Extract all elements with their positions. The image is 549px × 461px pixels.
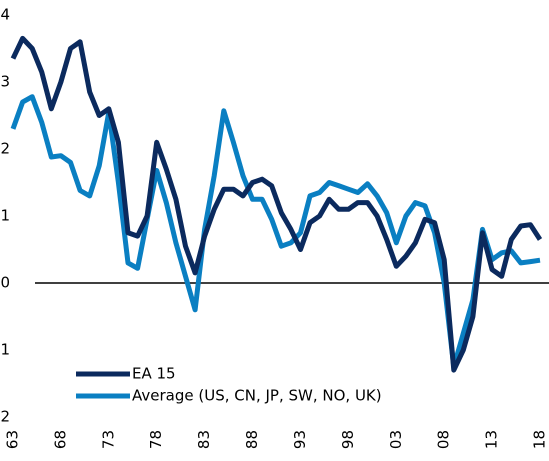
x-tick-label: 63 xyxy=(4,430,22,449)
x-tick-label: 13 xyxy=(483,430,501,449)
x-tick-label: 88 xyxy=(243,430,261,449)
legend-label: EA 15 xyxy=(132,365,176,383)
y-tick-label: 4 xyxy=(0,6,10,24)
x-tick-label: 73 xyxy=(99,430,117,449)
x-tick-label: 08 xyxy=(435,430,453,449)
x-tick-label: 68 xyxy=(51,430,69,449)
line-series xyxy=(10,94,541,370)
x-tick-label: 03 xyxy=(387,430,405,449)
y-tick-label: 3 xyxy=(0,73,10,91)
x-tick-label: 78 xyxy=(147,430,165,449)
x-tick-label: 18 xyxy=(531,430,549,449)
y-tick-label: 1 xyxy=(0,207,10,225)
line-series xyxy=(10,35,543,373)
y-tick-label: -1 xyxy=(0,341,10,359)
legend-label: Average (US, CN, JP, SW, NO, UK) xyxy=(132,387,382,405)
x-tick-label: 83 xyxy=(195,430,213,449)
y-tick-label: 2 xyxy=(0,140,10,158)
y-tick-label: -2 xyxy=(0,408,10,426)
x-tick-label: 93 xyxy=(291,430,309,449)
x-tick-label: 98 xyxy=(339,430,357,449)
y-tick-label: 0 xyxy=(0,274,10,292)
